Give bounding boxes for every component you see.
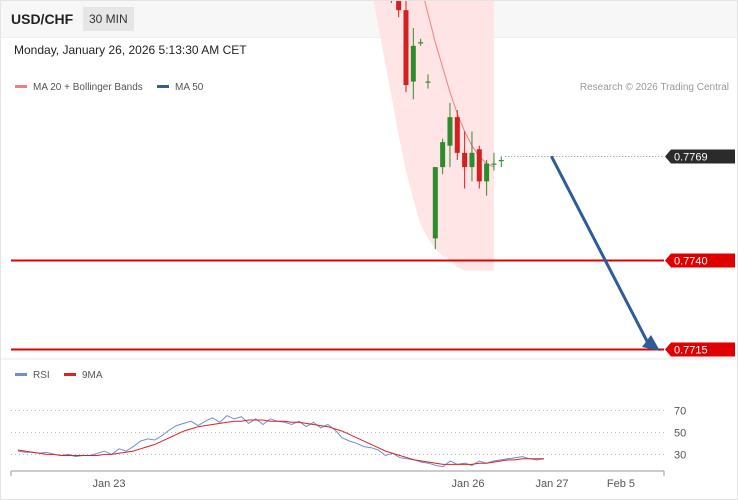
x-axis-label: Feb 5 (607, 478, 635, 490)
timeframe-button[interactable]: 30 MIN (83, 7, 134, 31)
candle-body (484, 163, 490, 182)
rsi-grid: 70 50 30 (11, 406, 686, 462)
ma20-legend-label: MA 20 + Bollinger Bands (33, 82, 143, 93)
level-label: 0.7769 (674, 152, 708, 164)
candle-body (418, 42, 424, 44)
candle-body (403, 10, 409, 86)
rsi-legend: RSI 9MA (15, 370, 103, 381)
legend: MA 20 + Bollinger Bands MA 50 Research ©… (15, 82, 729, 93)
level-tag (665, 342, 735, 357)
candle-body (469, 152, 475, 168)
candle-body (447, 117, 453, 146)
forecast-arrow (550, 155, 660, 351)
rsi-line (17, 415, 545, 468)
bollinger-band-area (373, 1, 494, 271)
candle-body (425, 81, 431, 83)
candle-body (396, 1, 402, 11)
rsi-legend-swatch (15, 373, 27, 376)
candle-body (440, 142, 446, 168)
candle-body (432, 167, 438, 239)
ma50-legend-swatch (157, 85, 169, 88)
level-tag (665, 149, 735, 164)
rsi-tick-label: 50 (674, 428, 686, 440)
candle-body (498, 159, 504, 162)
forecast-arrow-shaft (550, 155, 651, 347)
rsi-ma-legend-swatch (64, 373, 76, 376)
level-label: 0.7715 (674, 345, 708, 357)
x-axis-label: Jan 27 (535, 478, 568, 490)
candle-body (476, 149, 482, 182)
level-tag (665, 253, 735, 268)
rsi-tick-label: 70 (674, 406, 686, 418)
bollinger-bands (373, 1, 494, 271)
level-label: 0.7740 (674, 256, 708, 268)
rsi-ma-line (17, 419, 544, 465)
x-axis-label: Jan 23 (92, 478, 125, 490)
timestamp: Monday, January 26, 2026 5:13:30 AM CET (14, 43, 247, 57)
rsi-legend-label: RSI (33, 370, 50, 381)
ma50-legend-label: MA 50 (175, 82, 204, 93)
x-axis-label: Jan 26 (451, 478, 484, 490)
header-bar: USD/CHF 30 MIN (1, 1, 737, 38)
rsi-lines (17, 415, 545, 468)
x-axis-labels: Jan 23 Jan 26 Jan 27 Feb 5 (92, 478, 635, 490)
candle-body (462, 152, 468, 168)
copyright-text: Research © 2026 Trading Central (580, 82, 729, 93)
rsi-ma-legend-label: 9MA (82, 370, 103, 381)
forecast-arrow-head (642, 335, 660, 351)
candle-body (491, 163, 497, 165)
candles (390, 1, 504, 250)
instrument-title: USD/CHF (11, 11, 74, 27)
key-levels (11, 156, 664, 351)
candle-body (454, 117, 460, 153)
rsi-tick-label: 30 (674, 450, 686, 462)
ma20-legend-swatch (15, 85, 27, 88)
candle-body (410, 45, 416, 82)
